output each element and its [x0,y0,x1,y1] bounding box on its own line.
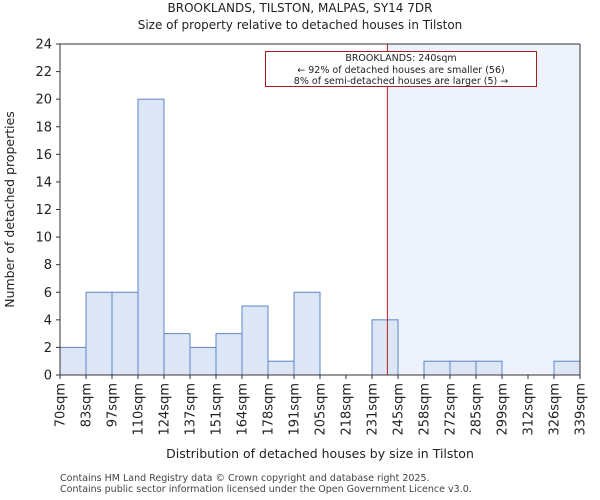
x-tick-label-299sqm: 299sqm [496,383,511,436]
x-tick-label-178sqm: 178sqm [262,383,277,436]
x-tick-label-191sqm: 191sqm [288,383,303,436]
x-tick-label-164sqm: 164sqm [236,383,251,436]
annotation-line-1: BROOKLANDS: 240sqm [345,53,457,64]
y-tick-label-2: 2 [44,341,52,356]
bar-231sqm [371,319,399,376]
x-tick-label-258sqm: 258sqm [418,383,433,436]
bar-97sqm [111,291,139,376]
y-tick-label-24: 24 [35,38,52,53]
x-tick-label-83sqm: 83sqm [80,383,95,427]
x-tick-label-231sqm: 231sqm [366,383,381,436]
annotation-box: BROOKLANDS: 240sqm ← 92% of detached hou… [265,51,537,87]
bar-272sqm [449,360,477,376]
x-tick-label-339sqm: 339sqm [574,383,589,436]
x-tick-label-218sqm: 218sqm [340,383,355,436]
footer-copyright: Contains HM Land Registry data © Crown c… [60,473,430,484]
y-tick-label-18: 18 [35,120,52,135]
bar-191sqm [293,291,321,376]
highlight-region [387,44,580,375]
x-tick-label-272sqm: 272sqm [444,383,459,436]
y-tick-label-8: 8 [44,258,52,273]
x-axis-label: Distribution of detached houses by size … [166,446,474,461]
y-tick-label-14: 14 [35,175,52,190]
chart-subtitle: Size of property relative to detached ho… [137,18,463,32]
x-tick-label-151sqm: 151sqm [210,383,225,436]
x-tick-label-110sqm: 110sqm [132,383,147,436]
bar-137sqm [189,346,217,376]
bar-285sqm [475,360,503,376]
y-tick-label-12: 12 [35,203,52,218]
bar-110sqm [137,98,165,376]
x-tick-label-245sqm: 245sqm [392,383,407,436]
x-tick-label-326sqm: 326sqm [548,383,563,436]
y-tick-label-0: 0 [44,369,52,384]
x-tick-label-205sqm: 205sqm [314,383,329,436]
bar-258sqm [423,360,451,376]
y-tick-label-16: 16 [35,148,52,163]
bar-70sqm [59,346,87,376]
bar-151sqm [215,333,243,376]
y-tick-label-20: 20 [35,93,52,108]
x-tick-label-285sqm: 285sqm [470,383,485,436]
bar-124sqm [163,333,191,376]
footer-licence: Contains public sector information licen… [60,484,472,495]
x-tick-label-97sqm: 97sqm [106,383,121,427]
bar-83sqm [85,291,113,376]
y-tick-label-4: 4 [44,313,52,328]
y-tick-label-10: 10 [35,231,52,246]
x-tick-label-124sqm: 124sqm [158,383,173,436]
y-tick-label-22: 22 [35,65,52,80]
x-tick-label-70sqm: 70sqm [54,383,69,427]
bar-164sqm [241,305,269,376]
x-tick-label-312sqm: 312sqm [522,383,537,436]
annotation-line-3: 8% of semi-detached houses are larger (5… [293,76,509,87]
annotation-line-2: ← 92% of detached houses are smaller (56… [297,64,505,76]
y-tick-label-6: 6 [44,286,52,301]
y-axis-label: Number of detached properties [2,111,17,308]
bar-178sqm [267,360,295,376]
chart-title: BROOKLANDS, TILSTON, MALPAS, SY14 7DR [167,1,433,15]
x-tick-label-137sqm: 137sqm [184,383,199,436]
bar-326sqm [553,360,581,376]
